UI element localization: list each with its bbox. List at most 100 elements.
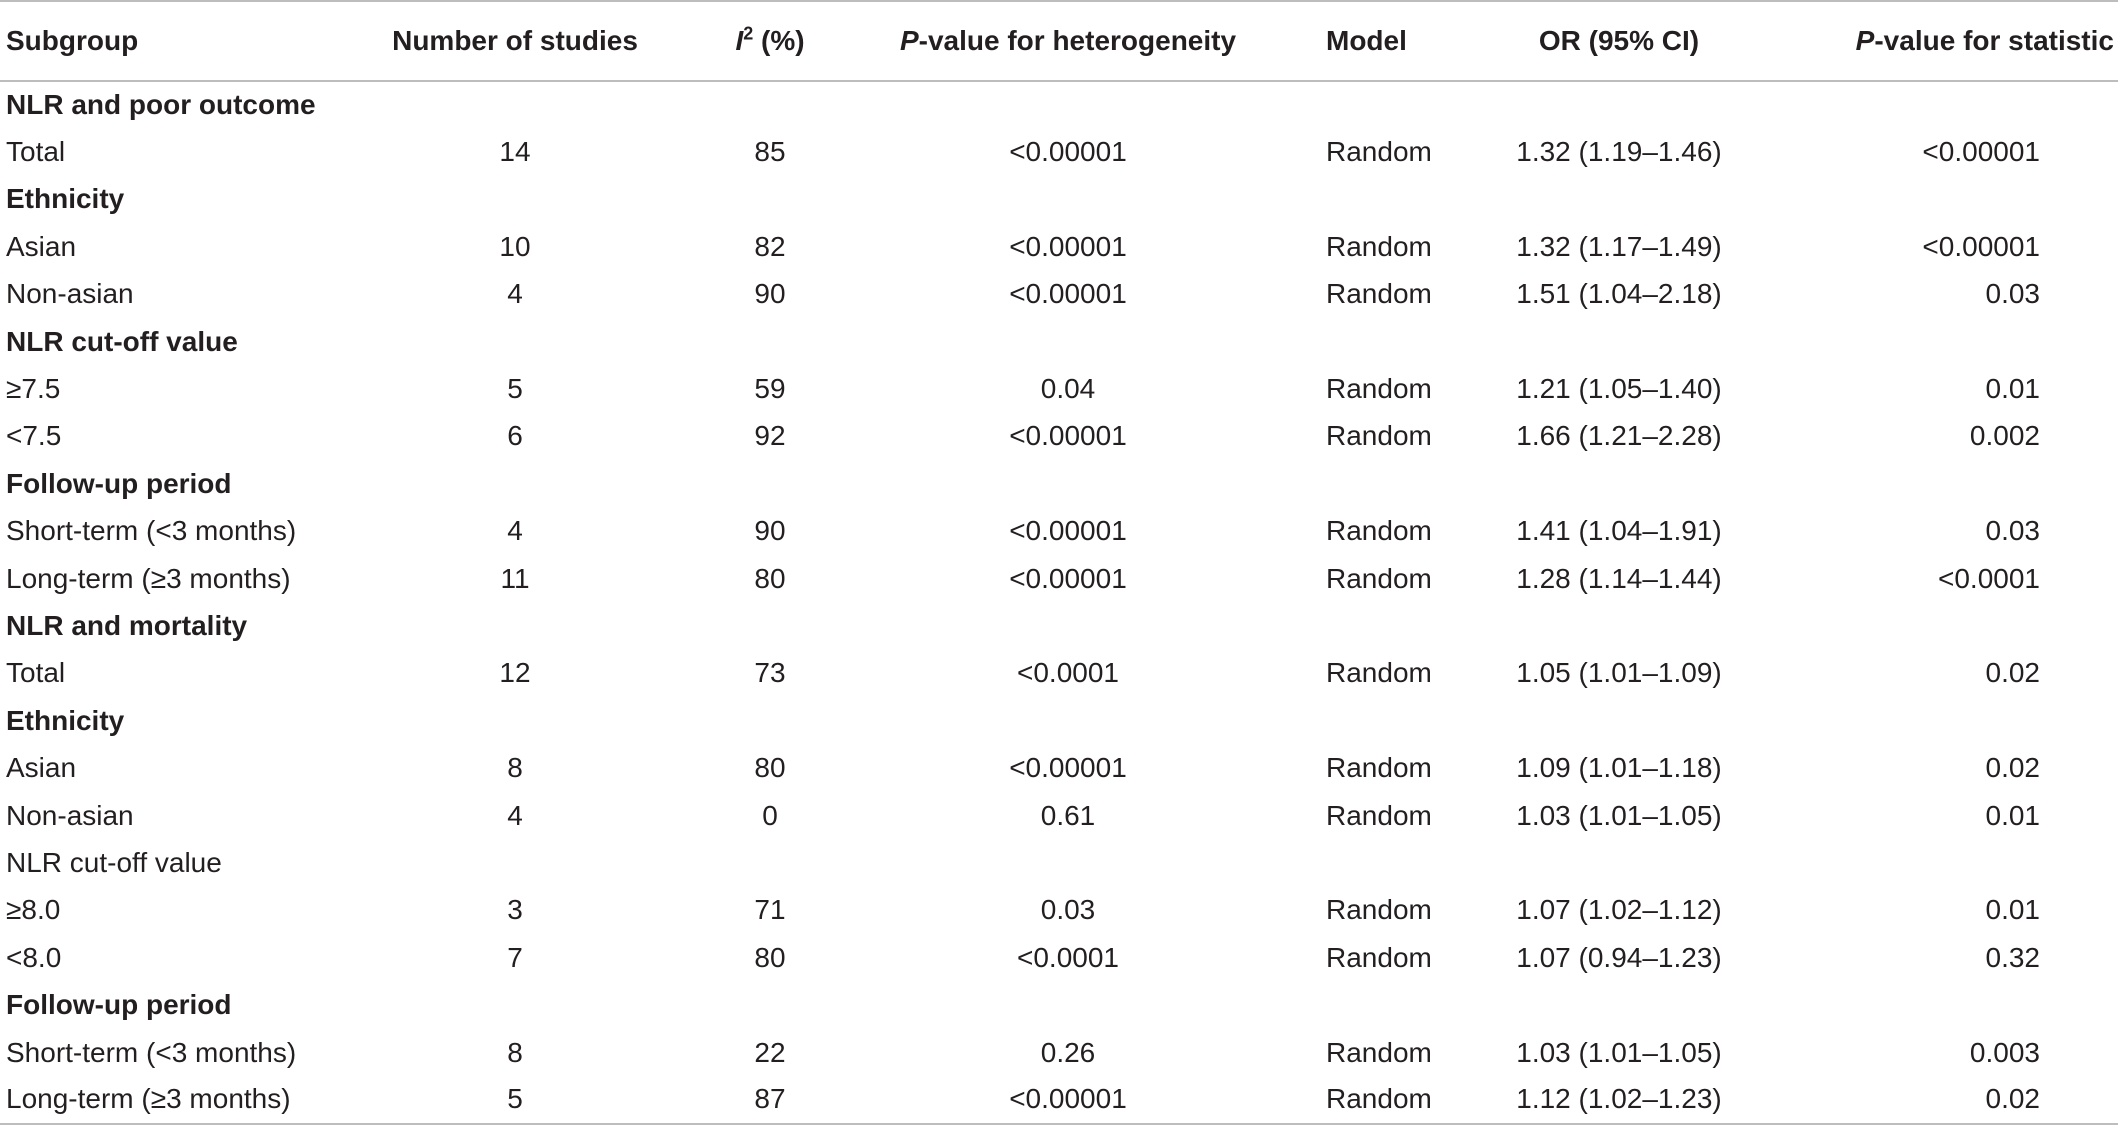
header-p-statistic-italic: P <box>1855 25 1875 56</box>
cell-p-heterogeneity: <0.00001 <box>1009 136 1127 168</box>
table-row: Short-term (<3 months) 8 22 0.26 Random 1.03 … <box>0 1029 2118 1076</box>
cell-p-statistic: <0.00001 <box>1922 230 2040 262</box>
section-header-row: NLR cut-off value <box>0 839 2118 886</box>
cell-or-ci: 1.05 (1.01–1.09) <box>1516 657 1722 689</box>
cell-p-heterogeneity: <0.00001 <box>1009 230 1127 262</box>
cell-model: Random <box>1326 278 1432 310</box>
cell-or-ci: 1.66 (1.21–2.28) <box>1516 420 1722 452</box>
header-i2: I2 (%) <box>690 0 850 82</box>
table-row: Long-term (≥3 months) 5 87 <0.00001 Random 1.… <box>0 1076 2118 1125</box>
cell-model: Random <box>1326 515 1432 547</box>
section-label: NLR cut-off value <box>6 325 238 357</box>
table-row: Short-term (<3 months) 4 90 <0.00001 Random 1… <box>0 508 2118 555</box>
table-row: Non-asian 4 90 <0.00001 Random 1.51 (1.04–2.1… <box>0 271 2118 318</box>
header-model: Model <box>1286 0 1446 82</box>
cell-or-ci: 1.12 (1.02–1.23) <box>1446 1076 1792 1125</box>
section-header-row: Follow-up period <box>0 981 2118 1028</box>
header-p-statistic-rest: -value for statistic <box>1874 25 2114 56</box>
cell-p-statistic: 0.003 <box>1969 1036 2040 1068</box>
subgroup-analysis-table: Subgroup Number of studies I2 (%) P-valu… <box>0 0 2118 1125</box>
table-header: Subgroup Number of studies I2 (%) P-valu… <box>0 0 2118 82</box>
cell-i2: 90 <box>754 515 786 547</box>
cell-or-ci: 1.41 (1.04–1.91) <box>1516 515 1722 547</box>
table-row: Long-term (≥3 months) 11 80 <0.00001 Random 1… <box>0 555 2118 602</box>
cell-i2: 87 <box>690 1076 850 1125</box>
cell-p-statistic: 0.32 <box>1985 941 2041 973</box>
table-row: Non-asian 4 0 0.61 Random 1.03 (1.01–1.05) 0.0… <box>0 792 2118 839</box>
cell-number-of-studies: 5 <box>507 373 523 405</box>
cell-p-heterogeneity: <0.00001 <box>850 1076 1286 1125</box>
section-label: Follow-up period <box>6 989 232 1021</box>
cell-or-ci: 1.07 (1.02–1.12) <box>1516 894 1722 926</box>
cell-or-ci: 1.07 (0.94–1.23) <box>1516 941 1722 973</box>
cell-model: Random <box>1326 562 1432 594</box>
cell-number-of-studies: 8 <box>507 1036 523 1068</box>
cell-i2: 80 <box>754 752 786 784</box>
header-p-heterogeneity: P-value for heterogeneity <box>850 0 1286 82</box>
cell-number-of-studies: 8 <box>507 752 523 784</box>
table-row: <7.5 6 92 <0.00001 Random 1.66 (1.21–2.28) 0.0… <box>0 413 2118 460</box>
section-header-row: NLR cut-off value <box>0 318 2118 365</box>
section-header-row: NLR and mortality <box>0 602 2118 649</box>
cell-or-ci: 1.03 (1.01–1.05) <box>1516 799 1722 831</box>
cell-subgroup: Non-asian <box>6 278 134 310</box>
cell-i2: 71 <box>754 894 786 926</box>
cell-p-heterogeneity: 0.61 <box>1040 799 1096 831</box>
cell-p-heterogeneity: 0.04 <box>1040 373 1096 405</box>
header-or-ci: OR (95% CI) <box>1446 0 1792 82</box>
section-header-row: Ethnicity <box>0 697 2118 744</box>
cell-p-heterogeneity: <0.0001 <box>1017 941 1119 973</box>
cell-model: Random <box>1326 373 1432 405</box>
cell-i2: 82 <box>754 230 786 262</box>
cell-p-statistic: 0.01 <box>1985 894 2041 926</box>
section-header-row: NLR and poor outcome <box>0 81 2118 128</box>
cell-subgroup: Long-term (≥3 months) <box>0 1076 340 1125</box>
cell-i2: 22 <box>754 1036 786 1068</box>
cell-number-of-studies: 3 <box>507 894 523 926</box>
cell-subgroup: Non-asian <box>6 799 134 831</box>
cell-subgroup: Long-term (≥3 months) <box>6 562 291 594</box>
table-row: ≥7.5 5 59 0.04 Random 1.21 (1.05–1.40) 0.01 <box>0 365 2118 412</box>
cell-model: Random <box>1326 1036 1432 1068</box>
cell-p-heterogeneity: <0.00001 <box>1009 420 1127 452</box>
cell-or-ci: 1.32 (1.17–1.49) <box>1516 230 1722 262</box>
cell-model: Random <box>1326 752 1432 784</box>
cell-p-statistic: 0.03 <box>1985 515 2041 547</box>
cell-or-ci: 1.09 (1.01–1.18) <box>1516 752 1722 784</box>
cell-model: Random <box>1326 230 1432 262</box>
cell-subgroup: <8.0 <box>6 941 62 973</box>
cell-model: Random <box>1286 1076 1446 1125</box>
subgroup-analysis-table-container: Subgroup Number of studies I2 (%) P-valu… <box>0 0 2118 1125</box>
table-row: Asian 8 80 <0.00001 Random 1.09 (1.01–1.18) 0.… <box>0 744 2118 791</box>
section-label: Ethnicity <box>6 704 125 736</box>
section-label: Follow-up period <box>6 467 232 499</box>
header-row: Subgroup Number of studies I2 (%) P-valu… <box>0 0 2118 82</box>
cell-p-statistic: 0.01 <box>1985 373 2041 405</box>
header-subgroup: Subgroup <box>0 0 340 82</box>
cell-subgroup: Short-term (<3 months) <box>6 1036 297 1068</box>
cell-model: Random <box>1326 799 1432 831</box>
header-i2-suffix: (%) <box>753 25 805 56</box>
cell-number-of-studies: 11 <box>500 562 530 594</box>
cell-number-of-studies: 4 <box>507 799 523 831</box>
cell-p-statistic: <0.00001 <box>1922 136 2040 168</box>
section-label: NLR and poor outcome <box>6 89 316 121</box>
table-row: Total 12 73 <0.0001 Random 1.05 (1.01–1.09) 0.… <box>0 650 2118 697</box>
cell-number-of-studies: 7 <box>507 941 523 973</box>
cell-subgroup: Total <box>6 136 66 168</box>
header-p-statistic: P-value for statistic <box>1792 0 2118 82</box>
cell-subgroup: ≥7.5 <box>6 373 61 405</box>
cell-or-ci: 1.51 (1.04–2.18) <box>1516 278 1722 310</box>
header-i2-superscript: 2 <box>743 23 754 44</box>
table-row: Asian 10 82 <0.00001 Random 1.32 (1.17–1.49) <… <box>0 223 2118 270</box>
cell-subgroup: ≥8.0 <box>6 894 61 926</box>
section-label: NLR and mortality <box>6 609 248 641</box>
cell-number-of-studies: 12 <box>499 657 531 689</box>
cell-subgroup: Short-term (<3 months) <box>6 515 297 547</box>
section-header-row: Ethnicity <box>0 176 2118 223</box>
cell-i2: 92 <box>754 420 786 452</box>
cell-model: Random <box>1326 136 1432 168</box>
cell-p-heterogeneity: <0.0001 <box>1017 657 1119 689</box>
table-body: NLR and poor outcome Total 14 85 <0.00001 Ran… <box>0 81 2118 1125</box>
cell-p-statistic: 0.03 <box>1985 278 2041 310</box>
